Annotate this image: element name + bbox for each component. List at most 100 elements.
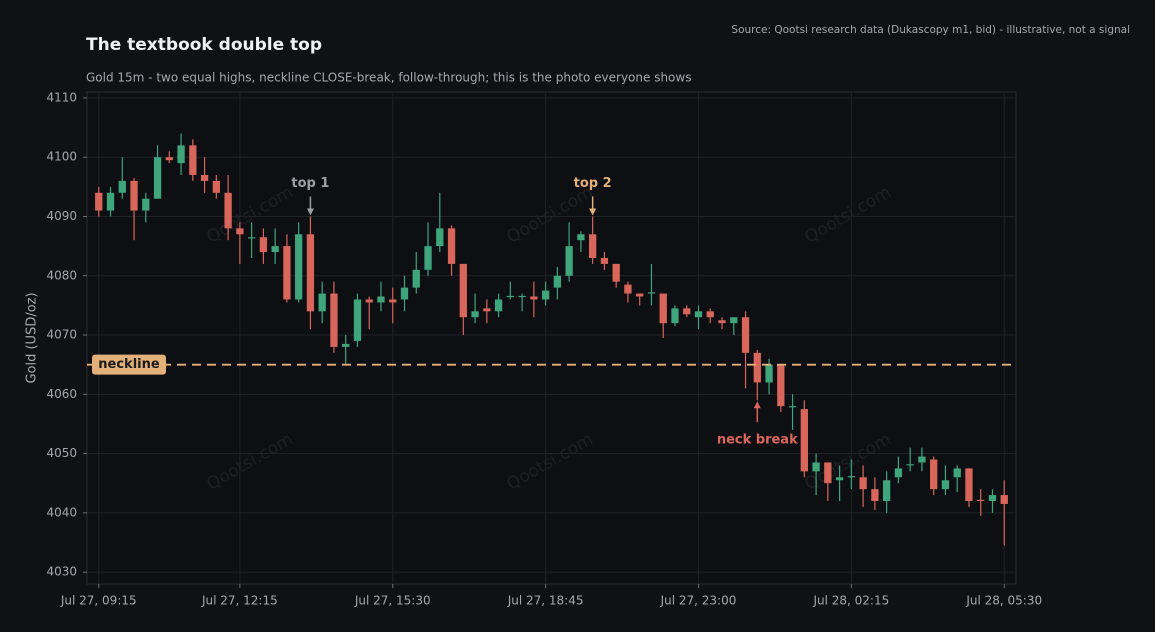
candle-body xyxy=(436,228,444,247)
y-tick-label: 4110 xyxy=(46,90,77,104)
candle-body xyxy=(200,174,209,181)
candle-body xyxy=(553,275,562,288)
annotation-arrowhead xyxy=(589,208,597,216)
candle-body xyxy=(165,157,173,161)
candle-body xyxy=(424,246,432,270)
candle-body xyxy=(353,299,362,341)
y-tick-label: 4050 xyxy=(46,446,77,460)
candle-body xyxy=(835,477,844,481)
candle-body xyxy=(95,192,103,211)
candle-body xyxy=(106,192,115,211)
candle-body xyxy=(800,409,808,472)
y-tick-label: 4090 xyxy=(46,209,77,223)
candle-body xyxy=(224,192,232,229)
candle-body xyxy=(718,320,726,324)
candle-body xyxy=(412,269,420,288)
candle-body xyxy=(118,180,126,193)
candle-body xyxy=(671,308,679,324)
candle-body xyxy=(189,145,197,175)
annotation-label: top 2 xyxy=(574,176,612,191)
annotation-label: neck break xyxy=(717,433,798,448)
candle-body xyxy=(506,295,514,298)
x-tick-label: Jul 27, 18:45 xyxy=(507,594,584,608)
x-tick-label: Jul 28, 02:15 xyxy=(812,594,889,608)
candle-body xyxy=(812,462,820,472)
candle-body xyxy=(941,480,950,490)
candle-body xyxy=(824,462,832,484)
y-axis-label: Gold (USD/oz) xyxy=(25,292,40,383)
candle-body xyxy=(400,287,409,300)
y-tick-label: 4030 xyxy=(46,565,77,579)
x-tick-label: Jul 27, 23:00 xyxy=(660,594,737,608)
candle-body xyxy=(988,495,997,502)
candle-body xyxy=(777,364,785,407)
candle-body xyxy=(530,296,538,300)
candle-body xyxy=(930,459,938,490)
annotation-label: top 1 xyxy=(291,176,329,191)
candle-body xyxy=(283,246,291,300)
candle-body xyxy=(612,263,620,282)
candle-body xyxy=(589,234,597,258)
chart-subtitle: Gold 15m - two equal highs, neckline CLO… xyxy=(86,71,691,85)
candle-body xyxy=(753,352,761,383)
candle-body xyxy=(788,406,797,408)
y-tick-label: 4100 xyxy=(46,150,77,164)
candle-body xyxy=(565,246,573,276)
candle-body xyxy=(142,198,150,211)
candle-body xyxy=(871,489,879,502)
candle-body xyxy=(377,296,385,303)
x-tick-label: Jul 27, 15:30 xyxy=(354,594,431,608)
candle-body xyxy=(953,468,961,478)
plot-area xyxy=(86,91,1017,585)
neckline-label: neckline xyxy=(98,357,160,372)
candle-body xyxy=(741,317,750,353)
candle-body xyxy=(153,157,162,199)
chart-title: The textbook double top xyxy=(86,35,322,55)
x-tick-label: Jul 27, 09:15 xyxy=(60,594,137,608)
candle-body xyxy=(306,234,315,312)
annotation-arrowhead xyxy=(306,208,314,216)
candle-body xyxy=(459,263,467,318)
candle-body xyxy=(342,343,350,347)
x-tick-label: Jul 28, 05:30 xyxy=(965,594,1042,608)
candle-body xyxy=(965,468,973,502)
candle-body xyxy=(447,228,456,264)
y-tick-label: 4060 xyxy=(46,387,77,401)
candle-body xyxy=(130,180,138,211)
candle-body xyxy=(177,145,185,164)
candle-body xyxy=(259,237,268,253)
candle-body xyxy=(624,284,632,294)
candle-body xyxy=(271,246,279,253)
candle-body xyxy=(730,317,738,324)
y-tick-label: 4080 xyxy=(46,268,77,282)
candle-body xyxy=(847,476,856,478)
candle-body xyxy=(1000,495,1008,504)
source-note: Source: Qootsi research data (Dukascopy … xyxy=(731,24,1130,36)
y-tick-label: 4070 xyxy=(46,328,77,342)
candle-body xyxy=(483,308,491,312)
candle-body xyxy=(295,234,303,300)
x-tick-label: Jul 27, 12:15 xyxy=(201,594,278,608)
candle-body xyxy=(977,499,985,502)
candle-body xyxy=(647,292,656,294)
candle-body xyxy=(247,237,256,239)
candle-body xyxy=(330,293,338,347)
candle-body xyxy=(918,456,926,463)
candle-body xyxy=(577,234,585,241)
candle-body xyxy=(883,480,891,502)
candle-body xyxy=(636,293,644,297)
candle-body xyxy=(471,311,479,318)
annotation-arrowhead xyxy=(753,401,761,409)
candle-body xyxy=(765,364,773,383)
candle-body xyxy=(600,257,609,264)
candle-body xyxy=(859,477,867,490)
y-tick-label: 4040 xyxy=(46,505,77,519)
candle-body xyxy=(659,293,667,324)
candle-body xyxy=(212,180,220,193)
candle-body xyxy=(518,295,526,298)
candle-body xyxy=(694,311,703,318)
candle-body xyxy=(389,299,397,303)
candle-body xyxy=(494,299,503,312)
